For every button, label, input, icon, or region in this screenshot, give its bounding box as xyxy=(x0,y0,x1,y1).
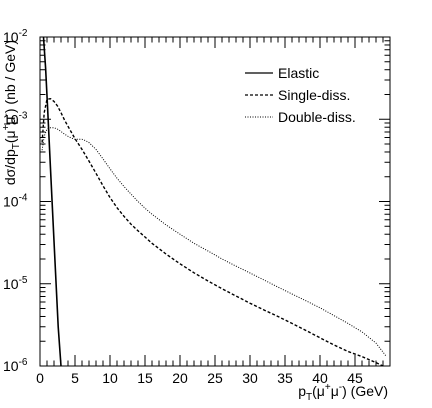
y-tick-label-base: 10 xyxy=(3,29,19,45)
x-tick-label: 40 xyxy=(312,370,328,386)
legend-label-single-diss: Single-diss. xyxy=(278,87,350,103)
x-axis-title-mid: μ xyxy=(331,383,339,399)
series-line-double-diss xyxy=(41,127,387,357)
y-axis-title-sub: T xyxy=(11,143,22,149)
y-tick-label: 10-4 xyxy=(3,193,28,210)
y-tick-label-exp: -6 xyxy=(19,357,28,368)
x-tick-label: 20 xyxy=(172,370,188,386)
x-axis-title-sup1: + xyxy=(325,382,331,393)
y-tick-label: 10-5 xyxy=(3,275,28,292)
y-axis-title-sup2: - xyxy=(1,113,12,116)
y-tick-label: 10-3 xyxy=(3,110,28,127)
x-tick-label: 5 xyxy=(71,370,79,386)
y-axis-title-mid: μ xyxy=(2,116,18,124)
legend: Elastic Single-diss. Double-diss. xyxy=(245,65,356,125)
y-axis-title-pre: dσ/dp xyxy=(2,149,18,185)
tick-labels-x: 0 5 10 15 20 25 30 35 40 45 xyxy=(36,370,363,386)
y-axis-title-close: ) (nb / GeV) xyxy=(2,40,18,113)
x-axis-title-open: (μ xyxy=(312,383,325,399)
y-tick-label-exp: -5 xyxy=(19,275,28,286)
series-layer xyxy=(41,37,387,366)
y-tick-label-exp: -3 xyxy=(19,110,28,121)
series-line-elastic xyxy=(42,37,62,366)
legend-label-elastic: Elastic xyxy=(278,65,319,81)
x-axis-title: pT(μ+μ-) (GeV) xyxy=(298,382,388,403)
y-axis-title: dσ/dpT(μ+μ-) (nb / GeV) xyxy=(1,40,22,185)
y-tick-label-base: 10 xyxy=(3,194,19,210)
y-tick-label-exp: -4 xyxy=(19,193,28,204)
x-tick-label: 15 xyxy=(137,370,153,386)
y-tick-label: 10-6 xyxy=(3,357,28,374)
x-tick-label: 10 xyxy=(102,370,118,386)
y-tick-label-exp: -2 xyxy=(19,28,28,39)
x-tick-label: 30 xyxy=(242,370,258,386)
tick-layer xyxy=(39,36,390,367)
x-axis-title-close: ) (GeV) xyxy=(342,383,388,399)
tick-labels-y: 10-610-510-410-310-2 xyxy=(3,28,28,374)
legend-label-double-diss: Double-diss. xyxy=(278,109,356,125)
series-line-single-diss xyxy=(41,97,384,366)
y-axis-title-open: (μ xyxy=(2,130,18,143)
y-tick-label-base: 10 xyxy=(3,276,19,292)
y-tick-label-base: 10 xyxy=(3,111,19,127)
x-tick-label: 25 xyxy=(207,370,223,386)
y-axis-title-sup1: + xyxy=(1,124,12,130)
y-tick-label-base: 10 xyxy=(3,358,19,374)
x-tick-label: 45 xyxy=(347,370,363,386)
y-tick-label: 10-2 xyxy=(3,28,28,45)
x-axis-title-sub: T xyxy=(306,392,312,403)
x-axis-title-base: p xyxy=(298,383,306,399)
x-tick-label: 35 xyxy=(277,370,293,386)
x-axis-title-sup2: - xyxy=(339,382,342,393)
x-tick-label: 0 xyxy=(36,370,44,386)
